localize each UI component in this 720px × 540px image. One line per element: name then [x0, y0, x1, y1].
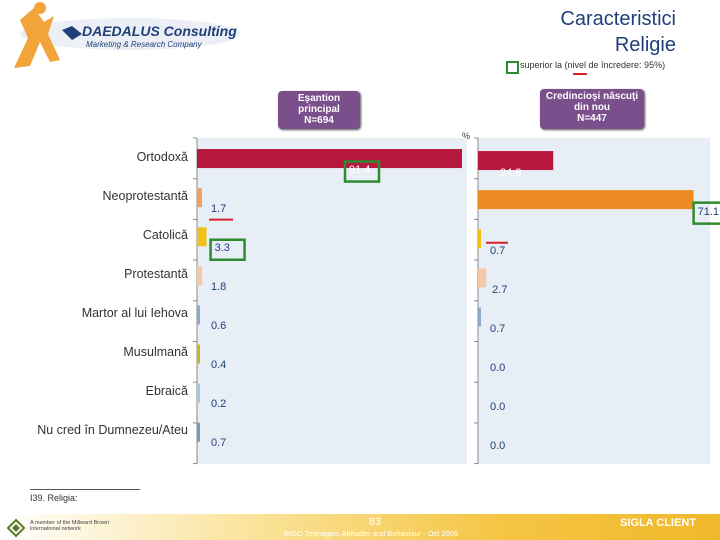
unit-label: %	[462, 131, 471, 141]
category-label: Neoprotestantă	[102, 188, 188, 203]
significance-marks	[209, 160, 720, 261]
panel-header-left: Eşantion principal N=694	[278, 91, 360, 129]
sig-box-left	[209, 238, 246, 261]
runner-logo-icon	[14, 2, 240, 68]
logo	[0, 0, 260, 80]
bar-left-0	[197, 149, 463, 169]
network-logo-icon	[6, 518, 26, 538]
logo-name: DAEDALUS Consulting	[82, 23, 237, 39]
value-label-left: 0.6	[211, 319, 227, 332]
bar-right-3	[478, 268, 487, 288]
sig-box-left	[343, 160, 381, 183]
bar-left-4	[197, 305, 200, 325]
footer-bar	[0, 514, 720, 540]
category-label: Musulmană	[123, 345, 188, 360]
value-label-right: 2.7	[492, 283, 508, 296]
page-number: 83	[368, 516, 382, 528]
category-label: Martor al lui Iehova	[81, 305, 188, 320]
panel-header-left-line1: Eşantion	[297, 93, 341, 104]
footer-study-text: BIGO Teenagers Attitudes and Behaviour -…	[284, 529, 459, 538]
value-label-left: 91.4	[349, 163, 371, 176]
panel-header-right: Credincioşi născuţi din nou N=447	[540, 89, 644, 129]
bar-right-4	[478, 307, 481, 327]
footnote-divider	[30, 489, 140, 490]
bar-right-0	[478, 151, 554, 171]
category-label: Ebraică	[145, 384, 188, 399]
value-label-right: 0.7	[490, 322, 506, 335]
panel-header-left-line2: principal	[298, 104, 340, 115]
category-label: Nu cred în Dumnezeu/Ateu	[37, 423, 188, 438]
value-label-right: 0.0	[490, 440, 506, 453]
bar-left-3	[197, 266, 203, 286]
right-panel-bg	[478, 138, 710, 464]
value-label-left: 1.7	[211, 202, 227, 215]
value-label-left: 1.8	[211, 280, 227, 293]
bar-left-1	[197, 188, 202, 208]
legend-text: superior la (nivel de încredere: 95%)	[520, 60, 666, 70]
panel-header-right-line1: Credincioşi născuţi	[545, 91, 639, 102]
legend-marks	[506, 61, 587, 75]
left-panel-bg	[197, 138, 467, 464]
chart-bars	[197, 149, 694, 442]
value-label-right: 24.8	[500, 166, 522, 179]
value-label-left: 0.7	[211, 437, 227, 450]
footer-org: A member of the Millward Brown internati…	[30, 520, 110, 532]
category-label: Ortodoxă	[136, 149, 188, 164]
bar-left-5	[197, 344, 200, 364]
panel-header-left-line3: N=694	[304, 115, 334, 126]
bar-left-6	[197, 383, 200, 403]
value-label-left: 0.2	[211, 398, 227, 411]
value-label-right: 0.0	[490, 362, 506, 375]
value-label-right: 0.0	[490, 401, 506, 414]
value-label-left: 0.4	[211, 359, 227, 372]
value-label-right: 71.1	[697, 205, 720, 218]
page-title-line2: Religie	[614, 34, 676, 56]
logo-tagline: Marketing & Research Company	[86, 40, 202, 49]
panel-header-right-line3: N=447	[577, 113, 607, 124]
bar-left-7	[197, 422, 200, 442]
page-title-line1: Caracteristici	[560, 8, 676, 30]
sig-box-right	[692, 201, 720, 225]
bar-right-2	[478, 229, 481, 249]
value-label-left: 3.3	[214, 241, 230, 254]
legend-box-icon	[506, 61, 519, 74]
bar-right-1	[478, 190, 694, 210]
footnote: I39. Religia:	[30, 493, 78, 503]
panel-header-right-line2: din nou	[573, 102, 611, 113]
category-label: Protestantă	[124, 266, 188, 281]
category-label: Catolică	[142, 227, 188, 242]
footer-brand: SIGLA CLIENT	[620, 517, 696, 529]
bar-left-2	[197, 227, 207, 247]
value-label-right: 0.7	[490, 244, 506, 257]
